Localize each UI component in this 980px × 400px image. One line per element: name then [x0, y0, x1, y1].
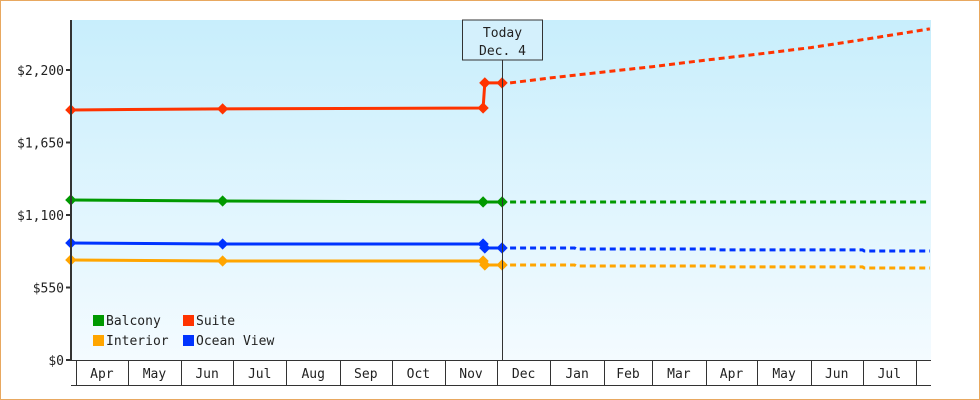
x-tick-label: Feb — [616, 367, 640, 382]
y-tick-label: $2,200 — [17, 64, 64, 79]
x-tick-label: Jun — [195, 367, 218, 382]
y-tick-label: $1,650 — [17, 137, 64, 152]
x-tick-label: Jan — [565, 367, 588, 382]
x-tick-label: Apr — [720, 367, 744, 382]
interior-data-point[interactable] — [216, 255, 229, 267]
x-tick-label: Dec — [512, 367, 535, 382]
legend-swatch-ocean-view — [183, 335, 194, 346]
legend-swatch-balcony — [93, 315, 104, 326]
ocean-view-forecast-line — [510, 246, 930, 253]
x-tick-label: Aug — [301, 367, 324, 382]
balcony-data-point[interactable] — [216, 195, 229, 207]
x-tick-label: Jun — [825, 367, 848, 382]
today-date: Dec. 4 — [479, 44, 526, 59]
legend-swatch-interior — [93, 335, 104, 346]
today-label: Today — [483, 26, 522, 41]
legend-label-ocean-view: Ocean View — [196, 334, 274, 349]
interior-data-point[interactable] — [479, 259, 491, 271]
balcony-data-point[interactable] — [477, 196, 489, 208]
today-label-box — [462, 19, 543, 61]
y-tick-label: $1,100 — [17, 209, 64, 224]
x-tick-label: May — [772, 367, 796, 382]
ocean-view-data-point[interactable] — [479, 242, 491, 254]
x-tick-label: Jul — [248, 367, 271, 382]
plot-area — [71, 20, 931, 360]
x-tick-label: Oct — [407, 367, 430, 382]
x-tick-label: Sep — [354, 367, 378, 382]
legend-swatch-suite — [183, 315, 194, 326]
x-tick-label: Jul — [878, 367, 901, 382]
x-tick-label: May — [143, 367, 167, 382]
x-tick-label: Mar — [667, 367, 691, 382]
x-tick-label: Apr — [90, 367, 114, 382]
y-tick-label: $550 — [33, 282, 64, 297]
ocean-view-data-point[interactable] — [216, 238, 229, 250]
legend-label-balcony: Balcony — [106, 314, 161, 329]
legend-label-interior: Interior — [106, 334, 169, 349]
balcony-history-line — [70, 198, 503, 204]
x-tick-label: Nov — [459, 367, 483, 382]
y-tick-label: $0 — [48, 354, 64, 369]
interior-forecast-line — [510, 263, 930, 270]
legend-label-suite: Suite — [196, 314, 235, 329]
